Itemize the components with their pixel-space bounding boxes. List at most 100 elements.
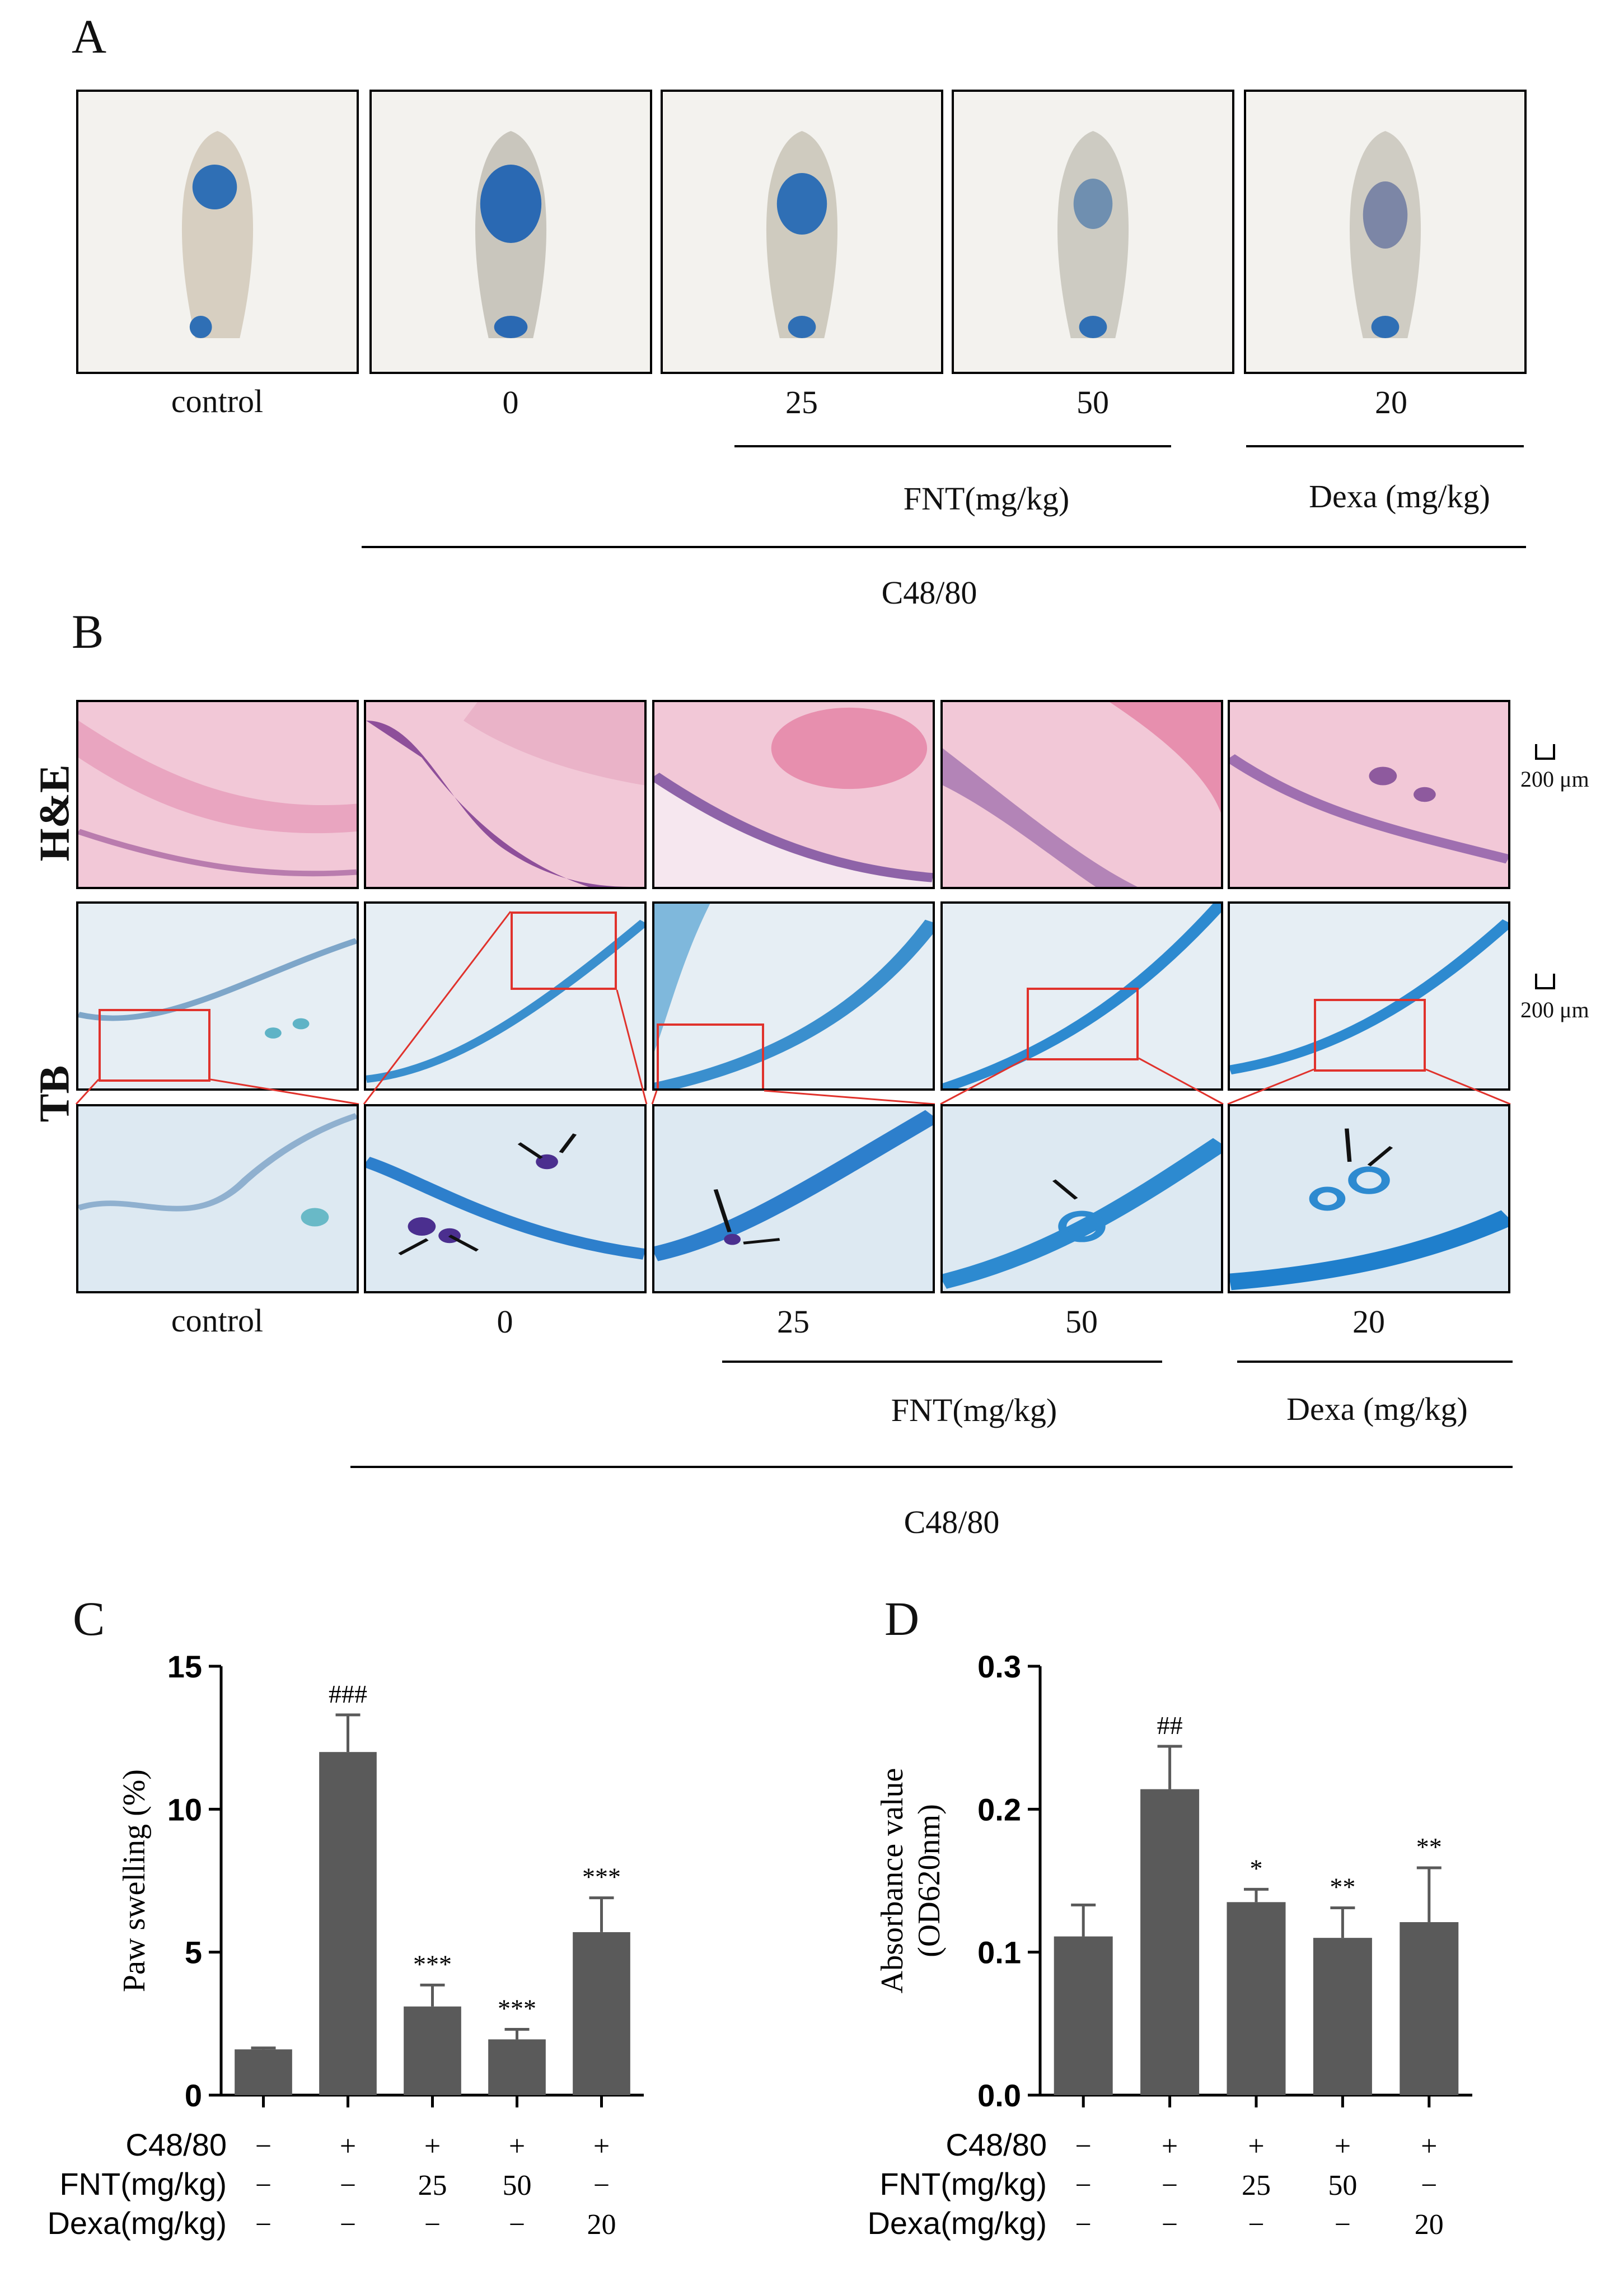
he-image-control: [76, 700, 359, 889]
fnt-label-b: FNT(mg/kg): [891, 1392, 1057, 1428]
dexa-bracket-line-a: [1246, 445, 1524, 447]
y-tick-label: 15: [167, 1649, 202, 1684]
tissue-drawing: [78, 721, 357, 877]
tb-image-50: [940, 901, 1223, 1091]
tissue-drawing: [654, 1110, 933, 1261]
tissue-drawing: [654, 904, 933, 1088]
condition-cell: −: [1075, 2209, 1092, 2241]
condition-row-label: C48/80: [946, 2127, 1047, 2162]
bar-50: [1313, 1938, 1372, 2095]
y-tick-label: 10: [167, 1792, 202, 1827]
tissue-drawing: [654, 707, 933, 887]
zoom-region-box: [511, 912, 617, 990]
condition-cell: +: [1335, 2130, 1351, 2162]
absorbance-chart: 0.00.10.20.3##*****Absorbance value (OD62…: [867, 1649, 1472, 2241]
bar-20: [573, 1932, 630, 2095]
bar-25: [1227, 1902, 1286, 2095]
scale-bar-tb: [1535, 974, 1555, 989]
he-image-dexa-20: [1228, 700, 1510, 889]
condition-cell: −: [1335, 2209, 1351, 2241]
tb-image-25: [652, 901, 935, 1091]
scale-label-tb: 200 μm: [1520, 997, 1589, 1022]
bar-control: [235, 2049, 292, 2095]
zoom-region-box: [1314, 999, 1426, 1072]
condition-cell: 25: [418, 2170, 447, 2201]
condition-cell: −: [1075, 2130, 1092, 2162]
paw-photo-dexa-20: [1244, 90, 1527, 374]
y-tick-label: 0.0: [977, 2078, 1021, 2113]
he-image-50: [940, 700, 1223, 889]
y-axis-title: Paw swelling (%): [117, 1769, 152, 1992]
tb-zoom-0: [364, 1104, 647, 1293]
tissue-drawing: [78, 938, 357, 1039]
condition-cell: +: [593, 2130, 610, 2162]
tissue-drawing: [943, 1138, 1221, 1289]
condition-cell: 50: [503, 2170, 532, 2201]
panel-d-label: D: [884, 1592, 920, 1646]
tissue-drawing: [943, 904, 1221, 1088]
tb-zoom-control: [76, 1104, 359, 1293]
significance-label: ***: [413, 1950, 452, 1978]
he-image-25: [652, 700, 935, 889]
c4880-bracket-line-b: [350, 1466, 1513, 1468]
significance-label: *: [1250, 1854, 1263, 1882]
label-25-b: 25: [777, 1303, 809, 1340]
tissue-drawing: [1230, 754, 1508, 864]
condition-cell: +: [1162, 2130, 1178, 2162]
condition-row-label: Dexa(mg/kg): [867, 2205, 1047, 2241]
dexa-label-a: Dexa (mg/kg): [1309, 478, 1490, 515]
c4880-bracket-line-a: [362, 546, 1526, 548]
condition-row-label: FNT(mg/kg): [879, 2166, 1047, 2201]
paw-photo-control: [76, 90, 359, 374]
dexa-bracket-line-b: [1237, 1361, 1513, 1363]
condition-cell: −: [340, 2209, 356, 2241]
bar-50: [488, 2039, 546, 2095]
y-axis-title-line: Paw swelling (%): [117, 1769, 152, 1992]
paw-swelling-chart: 0 5 10 15 ### *** *** *** Paw swelling (%) C48/80…: [47, 1649, 644, 2241]
condition-cell: +: [509, 2130, 525, 2162]
condition-cell: −: [424, 2209, 441, 2241]
tb-zoom-dexa-20: [1228, 1104, 1510, 1293]
y-tick-label: 0.1: [977, 1935, 1021, 1970]
fnt-bracket-line-b: [722, 1361, 1162, 1363]
zoom-region-box: [99, 1009, 210, 1082]
condition-cell: −: [255, 2130, 272, 2162]
y-axis-title: Absorbance value (OD620nm): [875, 1768, 947, 1994]
tissue-drawing: [366, 1133, 644, 1260]
y-axis-title-line: Absorbance value: [875, 1768, 910, 1994]
scale-bar-he: [1535, 744, 1555, 760]
dexa-label-b: Dexa (mg/kg): [1286, 1391, 1468, 1427]
condition-cell: −: [255, 2209, 272, 2241]
condition-cell: 20: [1415, 2209, 1444, 2241]
condition-cell: −: [1162, 2170, 1178, 2201]
bar-0: [1140, 1789, 1200, 2095]
y-tick-label: 5: [185, 1935, 202, 1970]
condition-cell: +: [1248, 2130, 1264, 2162]
label-25-a: 25: [785, 384, 818, 420]
tissue-drawing: [78, 1113, 357, 1227]
panel-c-label: C: [73, 1592, 105, 1646]
tb-zoom-25: [652, 1104, 935, 1293]
paw-photo-0: [369, 90, 652, 374]
condition-cell: −: [1248, 2209, 1264, 2241]
bar-25: [404, 2006, 461, 2095]
y-axis-title-line: (OD620nm): [912, 1804, 947, 1957]
label-50-a: 50: [1077, 384, 1109, 420]
condition-cell: −: [255, 2170, 272, 2201]
paw-photo-25: [661, 90, 943, 374]
condition-cell: +: [340, 2130, 356, 2162]
significance-label: ***: [498, 1994, 536, 2023]
condition-cell: 25: [1242, 2170, 1271, 2201]
paw-drawing: [181, 131, 254, 338]
zoom-region-box: [657, 1023, 764, 1088]
condition-cell: −: [340, 2170, 356, 2201]
panel-b-label: B: [72, 605, 104, 658]
tissue-drawing: [1230, 919, 1508, 1075]
zoom-region-box: [1027, 988, 1139, 1060]
y-tick-label: 0.2: [977, 1792, 1021, 1827]
tb-image-dexa-20: [1228, 901, 1510, 1091]
fnt-label-a: FNT(mg/kg): [903, 480, 1070, 517]
significance-label: **: [1330, 1873, 1355, 1901]
bar-0: [319, 1752, 377, 2095]
